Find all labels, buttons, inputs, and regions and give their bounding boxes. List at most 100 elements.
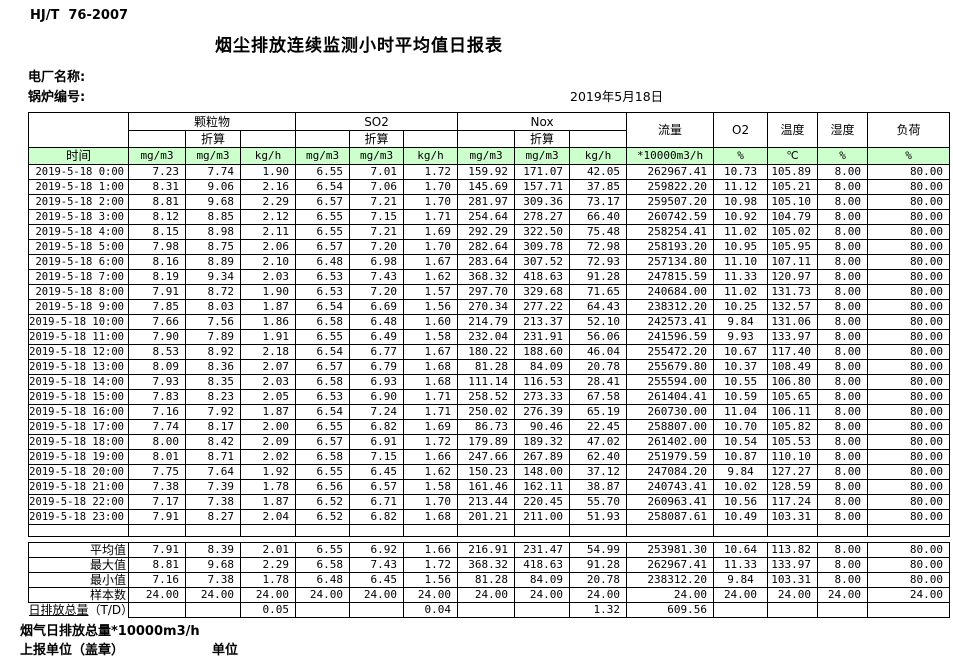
value-cell: 238312.20	[626, 299, 715, 315]
value-cell: 1.72	[403, 557, 458, 573]
value-cell: 91.28	[569, 269, 628, 285]
value-cell: 418.63	[514, 269, 571, 285]
col-header-flow: 流量	[626, 112, 715, 148]
value-cell: 120.97	[767, 269, 819, 285]
time-cell: 2019-5-18 20:00	[28, 464, 129, 480]
value-cell: 231.47	[514, 542, 570, 558]
value-cell: 8.00	[817, 494, 869, 510]
value-cell: 80.00	[867, 374, 951, 390]
value-cell: 1.57	[403, 284, 459, 300]
value-cell: 150.23	[457, 464, 516, 480]
value-cell: 7.01	[349, 164, 405, 180]
time-cell: 2019-5-18 18:00	[28, 434, 129, 450]
value-cell: 1.58	[403, 329, 459, 345]
value-cell: 250.02	[457, 404, 516, 420]
value-cell: 7.39	[185, 479, 241, 495]
value-cell: 7.89	[185, 329, 241, 345]
value-cell: 255472.20	[626, 344, 715, 360]
value-cell: 148.00	[514, 464, 571, 480]
value-cell: 9.68	[185, 194, 241, 210]
value-cell: 7.23	[128, 164, 186, 180]
value-cell: 157.71	[514, 179, 571, 195]
value-cell: 11.10	[713, 254, 769, 270]
value-cell: 7.66	[128, 314, 186, 330]
value-cell: 8.00	[817, 224, 869, 240]
value-cell: 1.70	[403, 179, 459, 195]
unit-cell: *10000m3/h	[626, 147, 715, 165]
value-cell: 247084.20	[626, 464, 715, 480]
value-cell: 1.67	[403, 254, 459, 270]
value-cell: 10.98	[713, 194, 769, 210]
value-cell: 8.00	[817, 419, 869, 435]
empty-cell	[28, 524, 129, 537]
value-cell: 159.92	[457, 164, 516, 180]
value-cell: 24.00	[128, 587, 186, 603]
value-cell: 1.68	[403, 509, 459, 525]
value-cell: 277.22	[514, 299, 571, 315]
value-cell: 24.00	[295, 587, 350, 603]
value-cell: 6.52	[295, 509, 351, 525]
value-cell: 8.00	[817, 314, 869, 330]
value-cell: 6.55	[295, 464, 351, 480]
value-cell: 6.57	[295, 434, 351, 450]
value-cell: 6.53	[295, 389, 351, 405]
value-cell: 309.36	[514, 194, 571, 210]
value-cell: 105.10	[767, 194, 819, 210]
value-cell: 270.34	[457, 299, 516, 315]
unit-cell: mg/m3	[185, 147, 241, 165]
value-cell: 111.14	[457, 374, 516, 390]
value-cell: 38.87	[569, 479, 628, 495]
value-cell: 81.28	[457, 359, 516, 375]
value-cell: 73.17	[569, 194, 628, 210]
value-cell: 1.68	[403, 374, 459, 390]
value-cell: 117.40	[767, 344, 819, 360]
value-cell: 64.43	[569, 299, 628, 315]
value-cell: 6.57	[295, 239, 351, 255]
value-cell: 6.69	[349, 299, 405, 315]
value-cell: 240684.00	[626, 284, 715, 300]
hourly-row: 2019-5-18 20:00 7.75 7.64 1.92 6.55 6.45 1.62 1…	[28, 464, 951, 480]
value-cell: 231.91	[514, 329, 571, 345]
time-cell: 2019-5-18 10:00	[28, 314, 129, 330]
value-cell: 1.32	[569, 602, 627, 618]
converted-label: 折算	[349, 130, 405, 148]
value-cell: 11.04	[713, 404, 769, 420]
value-cell: 213.37	[514, 314, 571, 330]
value-cell: 10.25	[713, 299, 769, 315]
time-cell: 2019-5-18 15:00	[28, 389, 129, 405]
value-cell: 418.63	[514, 557, 570, 573]
value-cell: 10.02	[713, 479, 769, 495]
value-cell: 2.06	[239, 239, 297, 255]
value-cell: 110.10	[767, 449, 819, 465]
value-cell: 6.57	[295, 359, 351, 375]
value-cell: 80.00	[867, 329, 951, 345]
value-cell: 7.93	[128, 374, 186, 390]
hourly-row: 2019-5-18 22:00 7.17 7.38 1.87 6.52 6.71 1.70 2…	[28, 494, 951, 510]
blank-subheader	[457, 130, 516, 148]
value-cell: 8.00	[817, 179, 869, 195]
time-cell: 2019-5-18 13:00	[28, 359, 129, 375]
value-cell: 6.82	[349, 509, 405, 525]
value-cell: 11.33	[713, 269, 769, 285]
plant-name-label: 电厂名称:	[28, 70, 86, 85]
value-cell: 37.85	[569, 179, 628, 195]
value-cell: 51.93	[569, 509, 628, 525]
value-cell	[867, 602, 950, 618]
standard-number: HJ/T 76-2007	[30, 8, 129, 23]
value-cell: 7.38	[185, 494, 241, 510]
value-cell: 247815.59	[626, 269, 715, 285]
value-cell: 11.02	[713, 284, 769, 300]
value-cell: 238312.20	[626, 572, 714, 588]
value-cell: 80.00	[867, 209, 951, 225]
value-cell: 255679.80	[626, 359, 715, 375]
value-cell: 24.00	[349, 587, 404, 603]
summary-label: 平均值	[28, 542, 129, 558]
col-header-humidity: 湿度	[817, 112, 869, 148]
value-cell: 11.02	[713, 224, 769, 240]
value-cell: 242573.41	[626, 314, 715, 330]
value-cell: 6.53	[295, 284, 351, 300]
summary-row: 样本数 24.00 24.00 24.00 24.00 24.00 24.00 24.00 24…	[28, 587, 950, 603]
unit-label: 单位	[212, 643, 239, 658]
value-cell: 1.90	[239, 164, 297, 180]
